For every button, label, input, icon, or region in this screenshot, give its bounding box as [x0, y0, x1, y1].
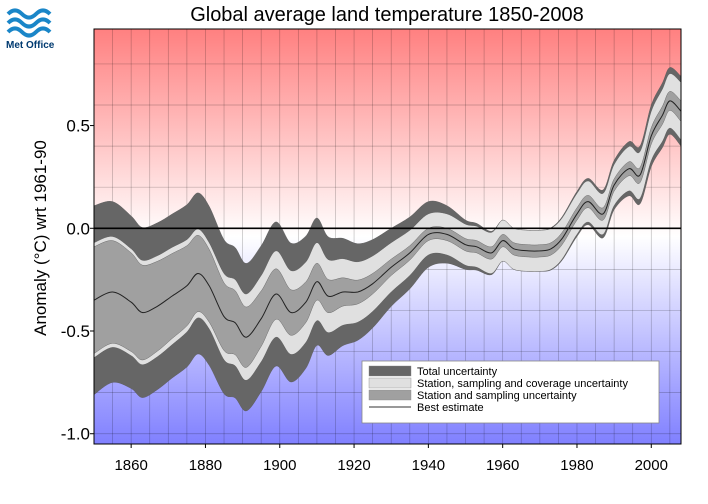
- x-tick-label: 1940: [412, 457, 445, 474]
- legend-label: Station and sampling uncertainty: [417, 390, 577, 402]
- uncertainty-bands: [94, 67, 681, 412]
- plot-frame: [93, 28, 682, 445]
- legend-label: Best estimate: [417, 402, 484, 414]
- logo-wave-2: [6, 17, 52, 29]
- x-tick-label: 1960: [486, 457, 519, 474]
- legend-box: [361, 360, 660, 424]
- chart-title: Global average land temperature 1850-200…: [190, 4, 584, 26]
- met-office-logo: [6, 8, 52, 38]
- y-tick-label: 0.0: [66, 219, 90, 238]
- legend-label: Station, sampling and coverage uncertain…: [417, 378, 628, 390]
- band-station-and-sampling-uncertainty: [94, 91, 681, 368]
- x-tick-label: 1980: [560, 457, 593, 474]
- x-tick-label: 1900: [263, 457, 296, 474]
- axis-ticks: 1860 1880 1900 1920 1940 1960 1980 2000 0.5 0.0 -0…: [61, 117, 668, 474]
- best-estimate-layer: [94, 100, 681, 338]
- legend-label: Total uncertainty: [417, 366, 498, 378]
- logo-wave-3: [6, 26, 52, 38]
- logo-wave-1: [6, 8, 52, 20]
- x-tick-label: 1880: [189, 457, 222, 474]
- y-axis-label: Anomaly (°C) wrt 1961-90: [31, 140, 50, 336]
- logo-text: Met Office: [6, 40, 55, 51]
- x-tick-label: 2000: [635, 457, 668, 474]
- legend-swatch: [368, 365, 412, 377]
- y-tick-label: -0.5: [61, 322, 90, 341]
- best-estimate-line: [94, 100, 681, 338]
- x-tick-label: 1920: [337, 457, 370, 474]
- legend-swatch: [368, 377, 412, 389]
- y-tick-label: -1.0: [61, 425, 90, 444]
- x-tick-label: 1860: [114, 457, 147, 474]
- y-tick-label: 0.5: [66, 117, 90, 136]
- legend-swatch: [368, 389, 412, 401]
